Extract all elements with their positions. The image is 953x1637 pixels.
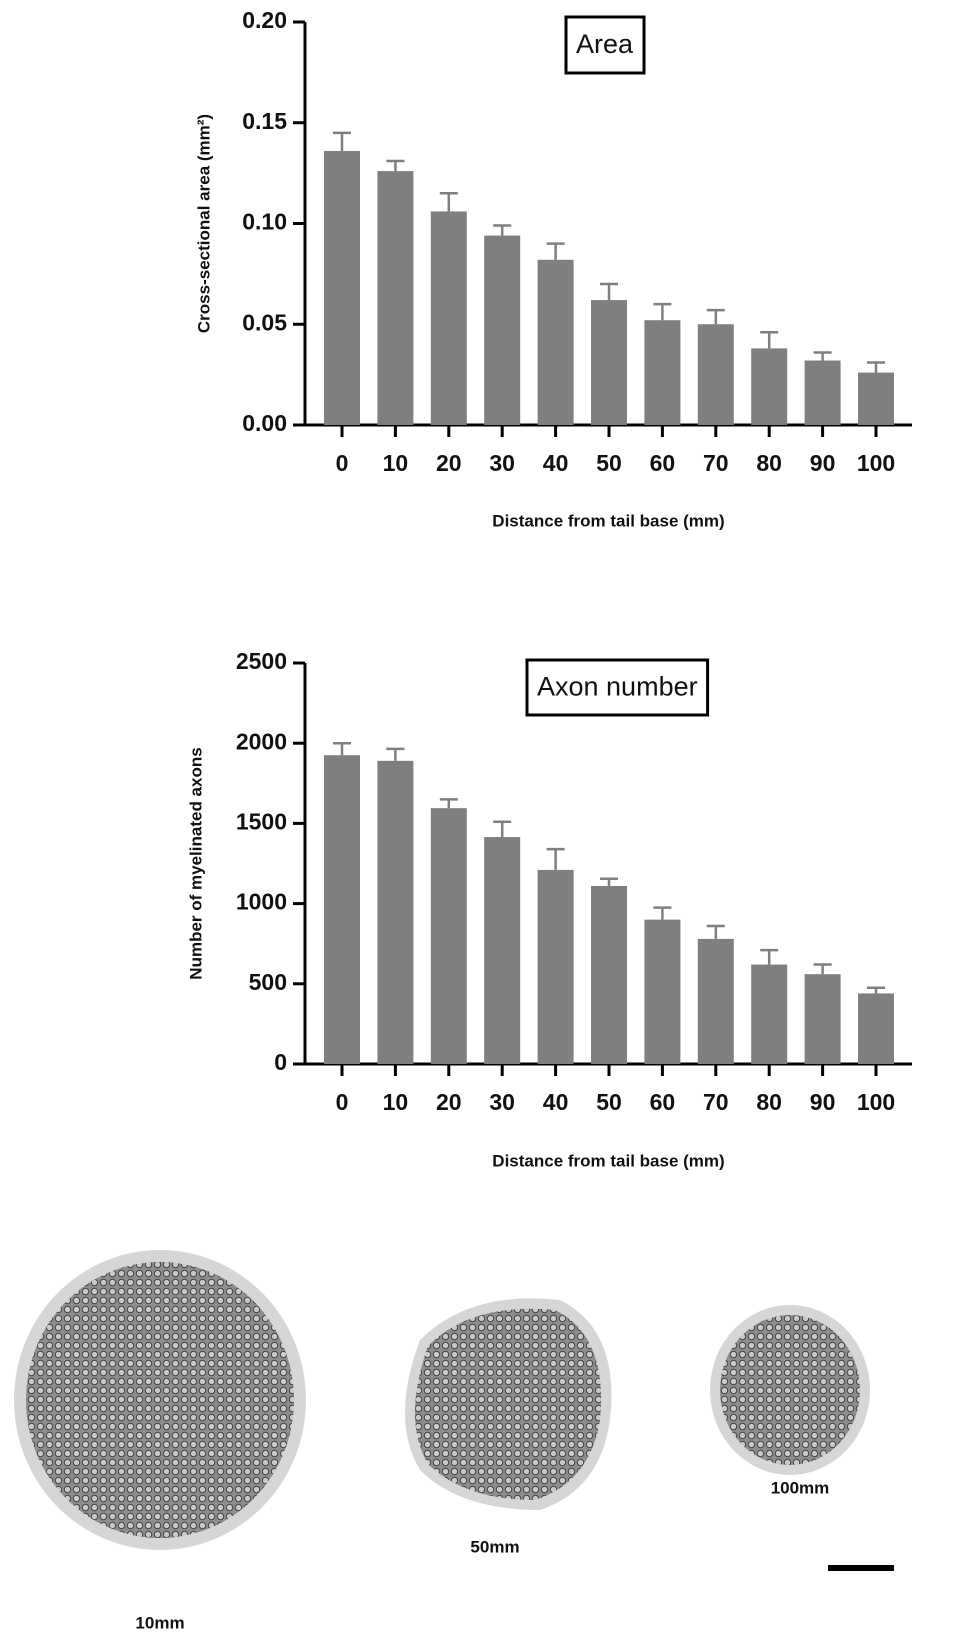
y-tick-label: 1000	[236, 889, 287, 915]
y-tick-label: 0.05	[242, 309, 287, 335]
x-tick-label: 30	[489, 450, 515, 476]
bar	[430, 211, 467, 425]
chart-title: Area	[576, 29, 634, 59]
y-tick-label: 0.15	[242, 108, 287, 134]
x-tick-label: 20	[436, 1089, 462, 1115]
nerve-section	[720, 1315, 860, 1465]
y-tick-label: 500	[249, 969, 287, 995]
chart: 0.00 0.05 0.10 0.15 0.20 0 10 20 30 40 50 60 70 80 90 1…	[194, 7, 912, 530]
y-axis-title: Cross-sectional area (mm²)	[194, 114, 213, 333]
x-tick-label: 90	[810, 1089, 836, 1115]
bar	[430, 808, 467, 1064]
x-tick-label: 60	[650, 450, 676, 476]
micrograph-label: 100mm	[771, 1478, 830, 1497]
bar	[377, 171, 414, 425]
x-tick-label: 40	[543, 450, 569, 476]
bar	[324, 755, 360, 1064]
bar	[697, 938, 734, 1064]
x-tick-label: 10	[383, 1089, 409, 1115]
bar	[537, 259, 574, 425]
nerve-section	[415, 1308, 602, 1500]
x-tick-label: 0	[336, 450, 349, 476]
x-tick-label: 50	[596, 450, 622, 476]
bar	[591, 885, 627, 1064]
x-tick-label: 60	[650, 1089, 676, 1115]
x-tick-label: 30	[489, 1089, 515, 1115]
bar	[858, 993, 894, 1064]
bar	[804, 360, 841, 425]
x-tick-label: 40	[543, 1089, 569, 1115]
bar	[537, 869, 574, 1064]
x-tick-label: 80	[756, 1089, 782, 1115]
bar	[484, 235, 521, 425]
bar	[377, 760, 414, 1064]
bar	[751, 964, 788, 1064]
x-tick-label: 100	[857, 1089, 895, 1115]
bar	[484, 837, 521, 1064]
chart-title: Axon number	[537, 672, 698, 702]
chart: 0 500 1000 1500 2000 2500 0 10 20 30 40 50 60 70 80 90 1…	[186, 648, 912, 1170]
micrographs: 10mm 50mm 100mm	[14, 1250, 894, 1632]
x-axis-title: Distance from tail base (mm)	[492, 1151, 724, 1170]
bar	[644, 919, 681, 1064]
bar	[858, 372, 894, 425]
y-tick-label: 0.00	[242, 410, 287, 436]
bar	[591, 300, 627, 425]
micrograph-label: 50mm	[470, 1537, 519, 1556]
bar	[644, 320, 681, 425]
y-tick-label: 0.20	[242, 7, 287, 33]
y-tick-label: 2500	[236, 648, 287, 674]
x-tick-label: 0	[336, 1089, 349, 1115]
y-tick-label: 1500	[236, 808, 287, 834]
bar	[697, 324, 734, 425]
y-tick-label: 0.10	[242, 209, 287, 235]
x-tick-label: 80	[756, 450, 782, 476]
x-tick-label: 100	[857, 450, 895, 476]
bar	[324, 150, 360, 425]
x-tick-label: 90	[810, 450, 836, 476]
nerve-section	[26, 1262, 294, 1538]
x-tick-label: 10	[383, 450, 409, 476]
bar	[751, 348, 788, 425]
title-box	[564, 15, 646, 75]
x-tick-label: 20	[436, 450, 462, 476]
x-axis-title: Distance from tail base (mm)	[492, 511, 724, 530]
y-tick-label: 2000	[236, 728, 287, 754]
bar	[804, 974, 841, 1064]
y-tick-label: 0	[274, 1049, 287, 1075]
x-tick-label: 70	[703, 1089, 729, 1115]
x-tick-label: 50	[596, 1089, 622, 1115]
title-box	[525, 658, 710, 717]
x-tick-label: 70	[703, 450, 729, 476]
micrograph-label: 10mm	[135, 1613, 184, 1632]
y-axis-title: Number of myelinated axons	[186, 747, 205, 979]
